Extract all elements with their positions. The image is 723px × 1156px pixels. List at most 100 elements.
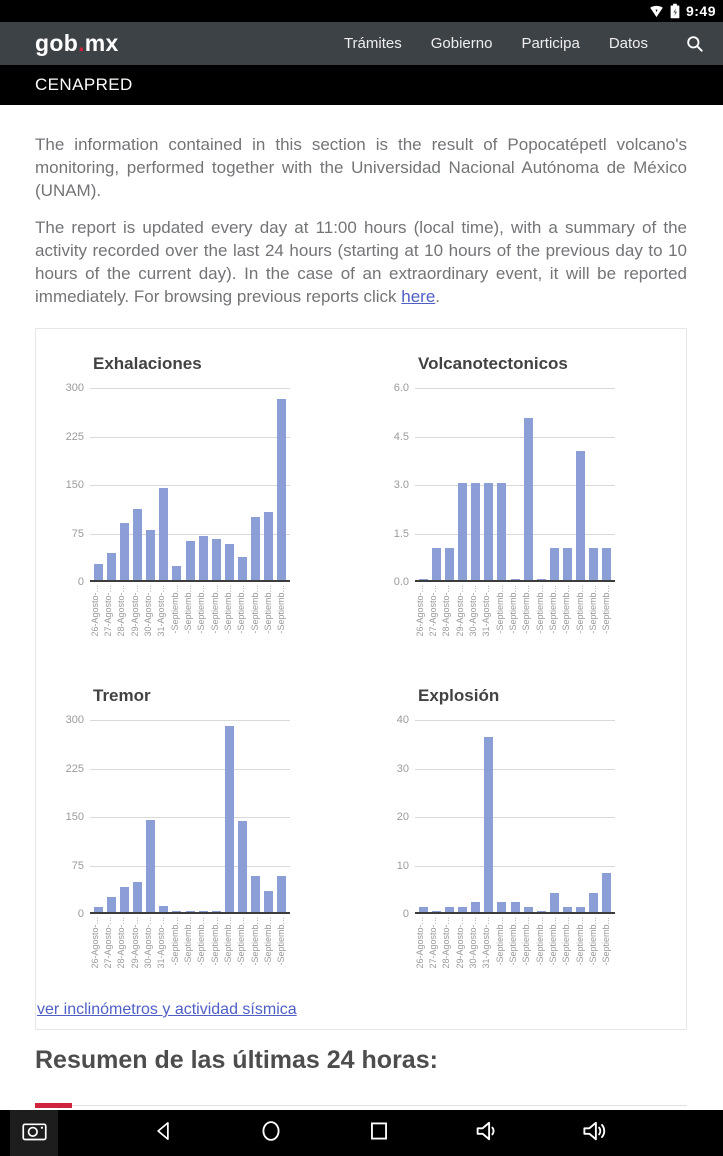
- chart-plot-area: 300 225 150 75 0: [36, 714, 361, 920]
- bar: [211, 911, 221, 912]
- x-tick-label: -Septiemb...: [521, 585, 532, 634]
- x-tick-cell: 30-Agosto-...: [143, 585, 157, 659]
- y-tick-label: 300: [65, 382, 84, 394]
- x-tick-label: -Septiemb...: [196, 585, 207, 634]
- x-tick-label: -Septiemb...: [601, 585, 612, 634]
- chart-title: Tremor: [93, 686, 151, 705]
- android-navigation-bar: [0, 1110, 723, 1156]
- x-tick-label: 28-Agosto-...: [116, 917, 127, 969]
- bar: [185, 911, 195, 912]
- y-tick-label: 0.0: [393, 576, 409, 588]
- bar: [159, 488, 169, 580]
- y-axis: 40 30 20 10 0: [361, 714, 415, 920]
- x-tick-label: -Septiemb...: [494, 917, 505, 966]
- bar: [172, 911, 182, 912]
- x-tick-label: 31-Agosto-...: [156, 585, 167, 637]
- x-tick-cell: 30-Agosto-...: [468, 917, 482, 991]
- x-tick-label: 31-Agosto-...: [481, 585, 492, 637]
- x-tick-label: -Septiemb...: [601, 917, 612, 966]
- bar: [510, 579, 520, 580]
- y-tick-label: 1.5: [393, 527, 409, 540]
- bar: [211, 539, 221, 580]
- screenshot-camera-button[interactable]: [10, 1110, 58, 1156]
- bar: [237, 557, 247, 580]
- x-tick-label: 28-Agosto-...: [441, 585, 452, 637]
- bar: [237, 821, 247, 912]
- plot: [90, 388, 290, 582]
- section-title[interactable]: CENAPRED: [35, 75, 133, 94]
- x-tick-label: -Septiemb...: [169, 585, 180, 634]
- bar: [484, 737, 494, 912]
- x-tick-cell: -Septiemb...: [495, 917, 508, 991]
- x-tick-cell: -Septiemb...: [223, 917, 236, 991]
- chart-title: Exhalaciones: [93, 354, 202, 373]
- inclinometers-link[interactable]: ver inclinómetros y actividad sísmica: [37, 1001, 297, 1018]
- logo-gob: gob: [35, 30, 79, 56]
- x-tick-label: -Septiemb...: [262, 917, 273, 966]
- plot: [415, 388, 615, 582]
- bar: [484, 483, 494, 580]
- nav-item-tramites[interactable]: Trámites: [343, 35, 402, 52]
- x-tick-label: -Septiemb...: [587, 917, 598, 966]
- x-tick-label: 29-Agosto-...: [129, 585, 140, 637]
- x-tick-label: 30-Agosto-...: [143, 917, 154, 969]
- volume-down-button[interactable]: [457, 1110, 517, 1156]
- section-header: CENAPRED: [0, 65, 723, 105]
- y-tick-label: 0: [402, 908, 409, 920]
- back-button[interactable]: [133, 1110, 193, 1156]
- x-tick-label: -Septiemb...: [249, 917, 260, 966]
- gobmx-logo[interactable]: gob.mx: [35, 30, 119, 57]
- x-tick-label: -Septiemb...: [169, 917, 180, 966]
- search-icon[interactable]: [685, 34, 705, 54]
- x-tick-cell: 31-Agosto-...: [156, 585, 170, 659]
- bar: [276, 399, 286, 580]
- x-tick-label: -Septiemb...: [276, 917, 287, 966]
- gridline: [415, 533, 615, 535]
- x-tick-cell: -Septiemb...: [521, 917, 535, 991]
- nav-item-gobierno[interactable]: Gobierno: [430, 35, 493, 52]
- x-tick-label: 31-Agosto-...: [481, 917, 492, 969]
- report-paragraph: The report is updated every day at 11:00…: [35, 216, 687, 308]
- x-tick-cell: 31-Agosto-...: [481, 585, 495, 659]
- nav-item-datos[interactable]: Datos: [608, 35, 648, 52]
- bar: [276, 876, 286, 912]
- top-navbar: gob.mx Trámites Gobierno Participa Datos: [0, 22, 723, 65]
- bar: [458, 483, 468, 580]
- bar: [432, 911, 442, 912]
- home-button[interactable]: [241, 1110, 301, 1156]
- x-tick-label: -Septiemb...: [196, 917, 207, 966]
- nav-menu: Trámites Gobierno Participa Datos: [344, 34, 705, 54]
- gridline: [415, 720, 615, 721]
- x-tick-cell: -Septiemb...: [196, 917, 210, 991]
- x-tick-cell: 27-Agosto-...: [428, 917, 442, 991]
- x-tick-cell: -Septiemb...: [250, 917, 263, 991]
- x-tick-cell: 29-Agosto-...: [130, 585, 143, 659]
- chart-3: Tremor 300 225 150 75 0 26-Agosto-... 27-Agosto…: [36, 685, 361, 991]
- chart-4: Explosión 40 30 20 10 0 26-Agosto-... 27-Agosto…: [361, 685, 686, 991]
- charts-grid: Exhalaciones 300 225 150 75 0 26-Agosto-... 27-…: [36, 353, 686, 991]
- nav-item-participa[interactable]: Participa: [521, 35, 580, 52]
- y-tick-label: 0: [77, 908, 84, 920]
- x-tick-label: -Septiemb...: [236, 585, 247, 634]
- bar: [523, 418, 533, 580]
- charts-panel: Exhalaciones 300 225 150 75 0 26-Agosto-... 27-…: [35, 328, 687, 1030]
- x-tick-cell: -Septiemb...: [263, 585, 276, 659]
- bar: [588, 893, 598, 912]
- x-tick-cell: 27-Agosto-...: [428, 585, 442, 659]
- x-tick-label: 27-Agosto-...: [103, 585, 114, 637]
- gridline: [90, 768, 290, 770]
- x-tick-cell: 26-Agosto-...: [415, 917, 428, 991]
- bar: [458, 907, 468, 912]
- recents-button[interactable]: [349, 1110, 409, 1156]
- x-tick-cell: -Septiemb...: [223, 585, 236, 659]
- x-tick-cell: 29-Agosto-...: [130, 917, 143, 991]
- x-axis: 26-Agosto-... 27-Agosto-... 28-Agosto-... 2…: [90, 917, 290, 991]
- bar: [445, 548, 455, 580]
- x-tick-label: -Septiemb...: [209, 917, 220, 966]
- plot: [90, 720, 290, 914]
- x-tick-label: 30-Agosto-...: [143, 585, 154, 637]
- gridline: [415, 485, 615, 486]
- bar: [263, 891, 273, 912]
- previous-reports-link[interactable]: here: [401, 287, 436, 306]
- volume-up-button[interactable]: [565, 1110, 625, 1156]
